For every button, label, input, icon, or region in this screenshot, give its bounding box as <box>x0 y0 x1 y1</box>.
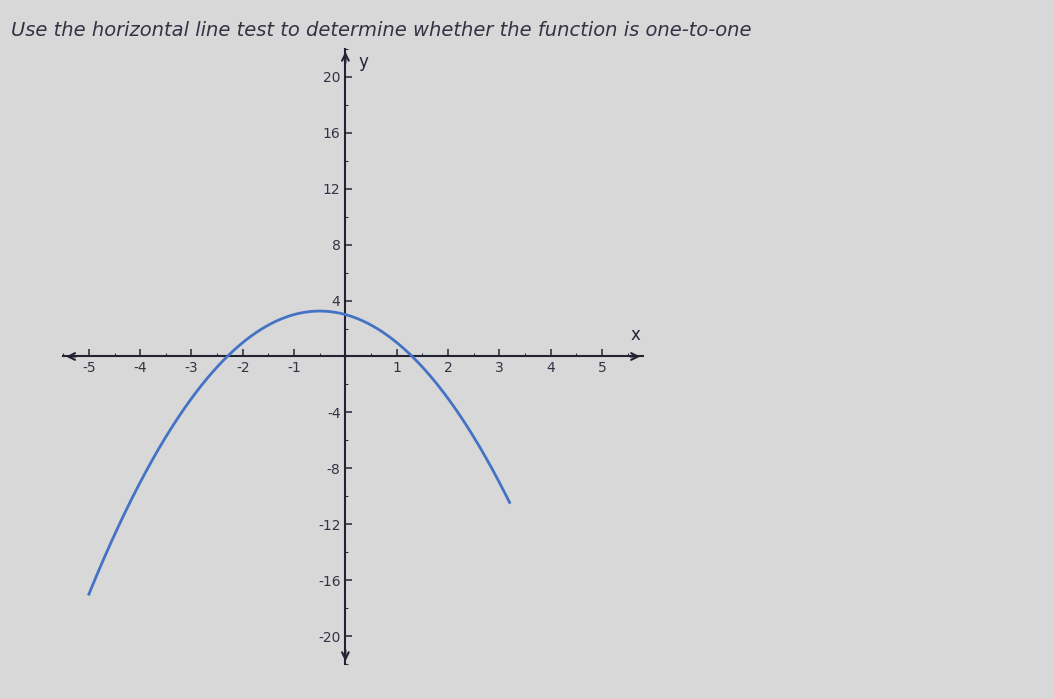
Text: x: x <box>630 326 641 344</box>
Text: Use the horizontal line test to determine whether the function is one-to-one: Use the horizontal line test to determin… <box>11 21 752 40</box>
Text: y: y <box>358 53 368 71</box>
